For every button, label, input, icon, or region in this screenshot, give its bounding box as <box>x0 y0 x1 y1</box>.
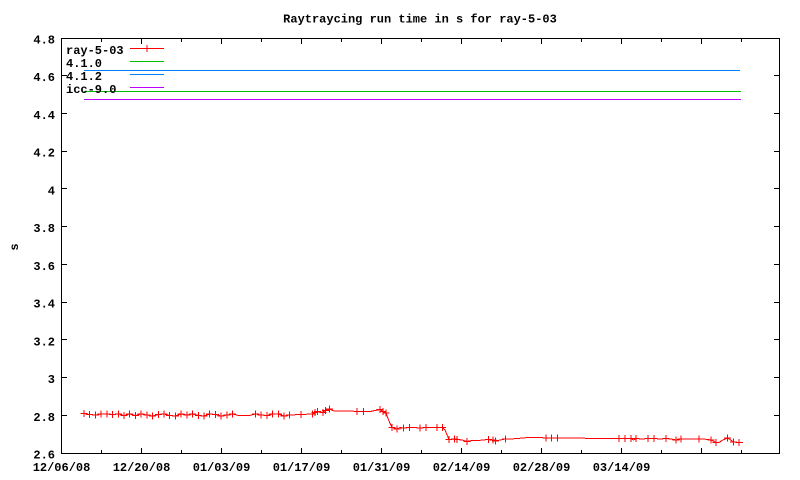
svg-text:03/14/09: 03/14/09 <box>593 461 651 475</box>
svg-text:3.2: 3.2 <box>33 335 55 349</box>
svg-text:3.4: 3.4 <box>33 298 55 312</box>
svg-text:3: 3 <box>48 373 55 387</box>
svg-text:01/17/09: 01/17/09 <box>273 461 331 475</box>
svg-text:Raytraycing run time in s for: Raytraycing run time in s for ray-5-03 <box>283 13 557 27</box>
svg-text:4: 4 <box>48 184 55 198</box>
svg-text:02/14/09: 02/14/09 <box>433 461 491 475</box>
svg-text:12/06/08: 12/06/08 <box>33 461 91 475</box>
svg-text:ray-5-03: ray-5-03 <box>66 44 124 58</box>
svg-text:12/20/08: 12/20/08 <box>113 461 171 475</box>
svg-text:2.8: 2.8 <box>33 411 55 425</box>
svg-text:01/31/09: 01/31/09 <box>353 461 411 475</box>
svg-text:4.8: 4.8 <box>33 34 55 48</box>
svg-text:4.4: 4.4 <box>33 109 55 123</box>
svg-text:4.1.2: 4.1.2 <box>66 70 102 84</box>
svg-text:s: s <box>8 243 22 250</box>
svg-text:01/03/09: 01/03/09 <box>193 461 251 475</box>
svg-text:4.1.0: 4.1.0 <box>66 57 102 71</box>
svg-text:02/28/09: 02/28/09 <box>513 461 571 475</box>
svg-text:3.8: 3.8 <box>33 222 55 236</box>
svg-text:4.6: 4.6 <box>33 71 55 85</box>
svg-text:3.6: 3.6 <box>33 260 55 274</box>
svg-text:icc-9.0: icc-9.0 <box>66 83 116 97</box>
svg-text:2.6: 2.6 <box>33 449 55 463</box>
svg-text:4.2: 4.2 <box>33 147 55 161</box>
